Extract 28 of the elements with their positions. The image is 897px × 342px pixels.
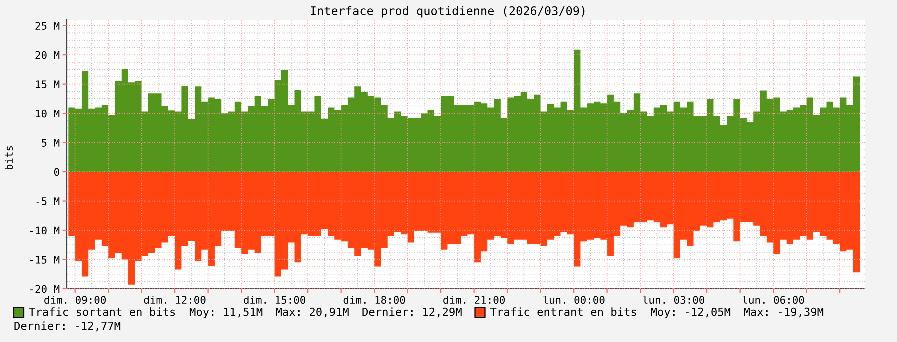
- text: Max: -19,39M: [744, 308, 824, 318]
- x-tick-label: dim. 12:00: [144, 296, 206, 304]
- y-axis-title: bits: [4, 146, 14, 170]
- x-tick-label: lun. 00:00: [544, 296, 605, 304]
- y-tick-label: 0: [54, 168, 60, 176]
- legend-label: Trafic sortant en bits: [29, 308, 176, 316]
- y-tick-label: 15 M: [36, 80, 60, 88]
- text: Dernier: 12,29M: [362, 308, 462, 318]
- x-tick-label: lun. 06:00: [743, 296, 804, 304]
- y-tick-label: -5 M: [36, 198, 60, 206]
- x-tick-label: dim. 09:00: [44, 296, 106, 304]
- text: Dernier: -12,77M: [14, 322, 121, 332]
- y-tick-label: -10 M: [30, 226, 60, 235]
- y-tick-label: -15 M: [30, 256, 60, 264]
- y-tick-label: -20 M: [30, 285, 60, 294]
- x-tick-label: dim. 18:00: [344, 296, 406, 304]
- chart-title: Interface prod quotidienne (2026/03/09): [311, 6, 585, 18]
- text: Moy: 11,51M: [190, 308, 263, 318]
- y-tick-label: 25 M: [36, 22, 60, 30]
- y-tick-label: 10 M: [36, 110, 60, 118]
- y-tick-label: 5 M: [42, 139, 60, 147]
- text: Max: 20,91M: [276, 308, 349, 318]
- x-tick-label: dim. 21:00: [444, 296, 505, 304]
- text: Moy: -12,05M: [651, 308, 731, 318]
- x-tick-label: lun. 03:00: [643, 296, 704, 304]
- legend-label: Trafic entrant en bits: [490, 308, 636, 316]
- x-tick-label: dim. 15:00: [244, 296, 306, 304]
- y-tick-label: 20 M: [36, 51, 60, 60]
